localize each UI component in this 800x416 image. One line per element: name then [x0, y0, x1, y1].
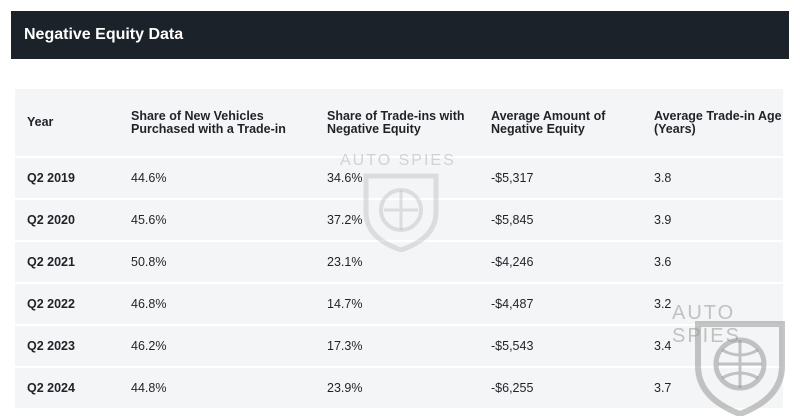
column-header-year: Year: [15, 89, 119, 158]
cell-share-trade-in: 46.8%: [119, 282, 315, 325]
cell-share-negative-equity: 17.3%: [315, 324, 479, 367]
column-header-share-trade-in: Share of New Vehicles Purchased with a T…: [119, 89, 315, 158]
cell-share-trade-in: 44.6%: [119, 156, 315, 199]
table-row: Q2 2024 44.8% 23.9% -$6,255 3.7: [15, 366, 783, 408]
negative-equity-table: Year Share of New Vehicles Purchased wit…: [15, 89, 783, 408]
column-header-average-trade-in-age: Average Trade-in Age (Years): [642, 89, 783, 158]
cell-year: Q2 2020: [15, 198, 119, 241]
table-row: Q2 2021 50.8% 23.1% -$4,246 3.6: [15, 240, 783, 283]
cell-average-negative-equity: -$5,317: [479, 156, 642, 199]
cell-average-negative-equity: -$6,255: [479, 366, 642, 408]
cell-share-negative-equity: 23.9%: [315, 366, 479, 408]
cell-average-trade-in-age: 3.6: [642, 240, 783, 283]
cell-average-trade-in-age: 3.7: [642, 366, 783, 408]
cell-average-negative-equity: -$5,543: [479, 324, 642, 367]
column-header-average-negative-equity: Average Amount of Negative Equity: [479, 89, 642, 158]
cell-share-trade-in: 44.8%: [119, 366, 315, 408]
cell-share-trade-in: 50.8%: [119, 240, 315, 283]
cell-share-negative-equity: 37.2%: [315, 198, 479, 241]
cell-year: Q2 2019: [15, 156, 119, 199]
cell-share-negative-equity: 23.1%: [315, 240, 479, 283]
cell-average-trade-in-age: 3.2: [642, 282, 783, 325]
table-row: Q2 2022 46.8% 14.7% -$4,487 3.2: [15, 282, 783, 325]
table-row: Q2 2019 44.6% 34.6% -$5,317 3.8: [15, 156, 783, 199]
cell-year: Q2 2021: [15, 240, 119, 283]
cell-share-trade-in: 46.2%: [119, 324, 315, 367]
table-row: Q2 2023 46.2% 17.3% -$5,543 3.4: [15, 324, 783, 367]
cell-average-trade-in-age: 3.9: [642, 198, 783, 241]
table-header-row: Year Share of New Vehicles Purchased wit…: [15, 89, 783, 158]
cell-year: Q2 2022: [15, 282, 119, 325]
title-bar: Negative Equity Data: [11, 11, 789, 59]
data-table-container: Year Share of New Vehicles Purchased wit…: [15, 89, 783, 408]
cell-share-trade-in: 45.6%: [119, 198, 315, 241]
cell-average-negative-equity: -$4,487: [479, 282, 642, 325]
cell-share-negative-equity: 14.7%: [315, 282, 479, 325]
page-title: Negative Equity Data: [24, 26, 184, 43]
cell-year: Q2 2024: [15, 366, 119, 408]
cell-average-trade-in-age: 3.4: [642, 324, 783, 367]
cell-share-negative-equity: 34.6%: [315, 156, 479, 199]
cell-average-negative-equity: -$5,845: [479, 198, 642, 241]
cell-average-negative-equity: -$4,246: [479, 240, 642, 283]
table-row: Q2 2020 45.6% 37.2% -$5,845 3.9: [15, 198, 783, 241]
cell-year: Q2 2023: [15, 324, 119, 367]
column-header-share-negative-equity: Share of Trade-ins with Negative Equity: [315, 89, 479, 158]
cell-average-trade-in-age: 3.8: [642, 156, 783, 199]
